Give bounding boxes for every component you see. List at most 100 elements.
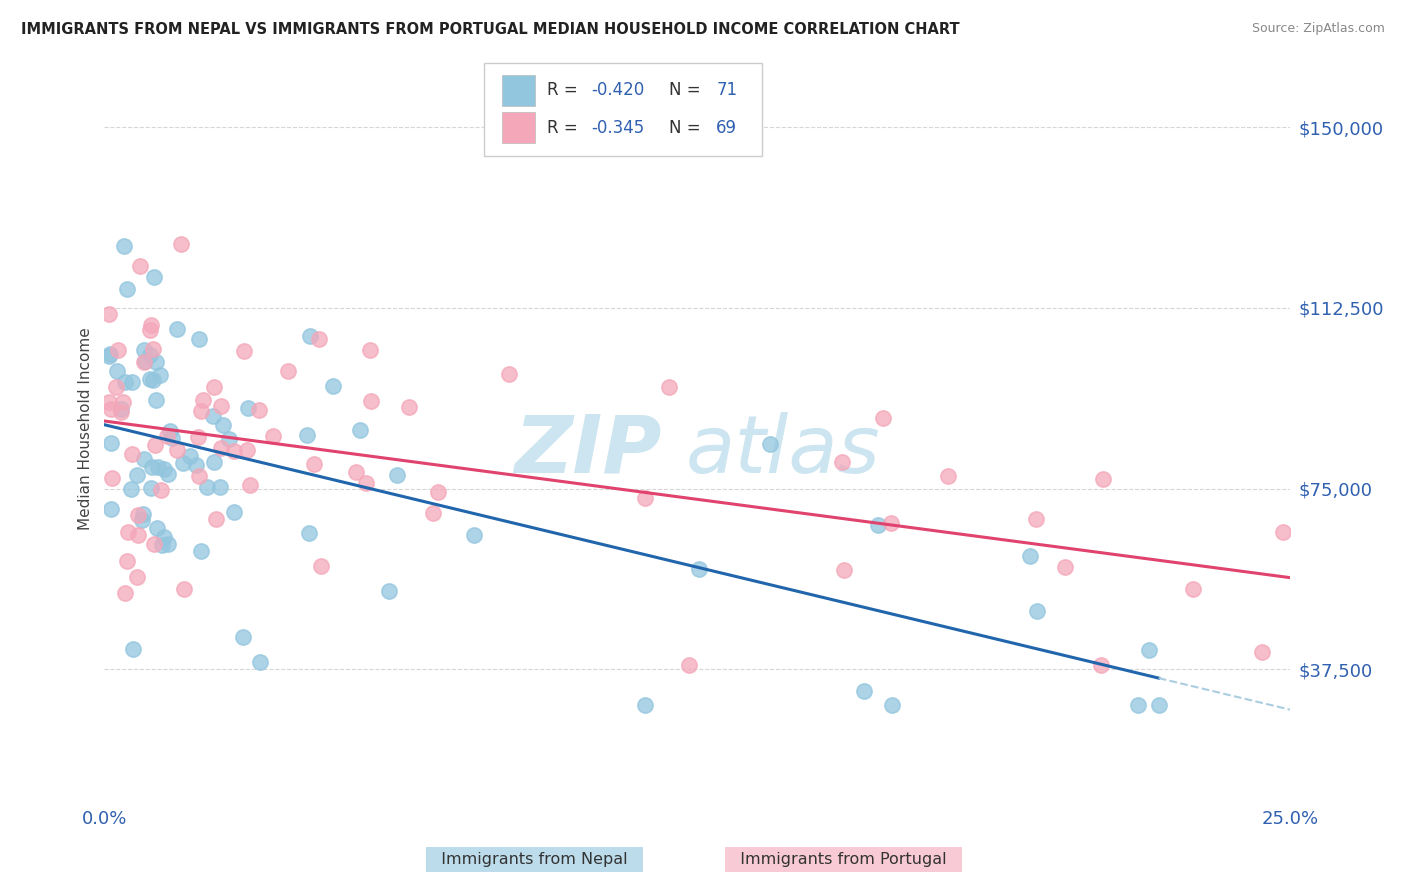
Point bbox=[349, 423, 371, 437]
Point bbox=[149, 368, 172, 382]
Point bbox=[239, 478, 262, 492]
Point bbox=[166, 443, 188, 458]
Point bbox=[759, 437, 782, 451]
Point bbox=[127, 508, 149, 523]
Point bbox=[880, 516, 903, 530]
FancyBboxPatch shape bbox=[502, 75, 534, 106]
Point bbox=[463, 528, 485, 542]
Point bbox=[127, 528, 149, 542]
Point bbox=[143, 537, 166, 551]
Point bbox=[148, 460, 170, 475]
Point bbox=[236, 401, 259, 416]
Point bbox=[156, 429, 179, 443]
Point bbox=[1018, 549, 1040, 563]
Text: -0.345: -0.345 bbox=[592, 119, 645, 136]
Point bbox=[114, 585, 136, 599]
Point bbox=[191, 393, 214, 408]
Point bbox=[112, 239, 135, 253]
Point bbox=[111, 394, 134, 409]
Point bbox=[172, 456, 194, 470]
Point bbox=[173, 582, 195, 597]
Text: R =: R = bbox=[547, 81, 582, 99]
Point bbox=[1181, 582, 1204, 596]
Point bbox=[218, 433, 240, 447]
Point bbox=[202, 455, 225, 469]
Point bbox=[360, 393, 382, 408]
Point bbox=[187, 332, 209, 346]
Point bbox=[205, 511, 228, 525]
Point bbox=[232, 344, 254, 359]
FancyBboxPatch shape bbox=[502, 112, 534, 144]
Point bbox=[322, 379, 344, 393]
Point bbox=[195, 480, 218, 494]
Point bbox=[658, 380, 681, 394]
Point bbox=[98, 395, 121, 409]
Point bbox=[141, 482, 163, 496]
Point bbox=[166, 322, 188, 336]
Point bbox=[162, 431, 184, 445]
Point bbox=[98, 347, 121, 361]
Point bbox=[212, 418, 235, 433]
Point bbox=[378, 584, 401, 599]
Point bbox=[190, 404, 212, 418]
Point bbox=[634, 698, 657, 713]
Point bbox=[121, 447, 143, 461]
Point bbox=[142, 269, 165, 284]
Text: Immigrants from Portugal: Immigrants from Portugal bbox=[730, 852, 957, 867]
Point bbox=[170, 237, 193, 252]
Point bbox=[100, 402, 122, 417]
Point bbox=[132, 508, 155, 522]
Point bbox=[105, 364, 128, 378]
Point bbox=[156, 537, 179, 551]
Point bbox=[1147, 698, 1170, 713]
Point bbox=[141, 342, 163, 356]
Point bbox=[263, 428, 285, 442]
Point bbox=[1090, 658, 1112, 673]
Point bbox=[427, 485, 450, 500]
Point bbox=[139, 348, 162, 362]
Point bbox=[385, 468, 408, 483]
Text: R =: R = bbox=[547, 119, 582, 136]
Point bbox=[834, 563, 856, 577]
Text: 69: 69 bbox=[716, 119, 737, 136]
Point bbox=[98, 349, 121, 363]
Point bbox=[201, 409, 224, 423]
Point bbox=[139, 324, 162, 338]
Point bbox=[1289, 632, 1312, 646]
Point bbox=[100, 501, 122, 516]
Point bbox=[222, 505, 245, 519]
Point bbox=[110, 401, 132, 416]
Point bbox=[295, 428, 318, 442]
Text: N =: N = bbox=[669, 119, 706, 136]
Point bbox=[187, 430, 209, 444]
Point bbox=[128, 259, 150, 273]
Point bbox=[159, 424, 181, 438]
Text: Immigrants from Nepal: Immigrants from Nepal bbox=[430, 852, 638, 867]
Point bbox=[1251, 645, 1274, 659]
Point bbox=[115, 282, 138, 296]
Point bbox=[236, 443, 259, 458]
Point bbox=[936, 469, 959, 483]
Point bbox=[498, 367, 520, 381]
Point bbox=[232, 630, 254, 644]
Point bbox=[179, 449, 201, 463]
Point bbox=[359, 343, 381, 358]
Point bbox=[1026, 603, 1049, 617]
Point bbox=[831, 454, 853, 468]
Point bbox=[309, 559, 332, 574]
Text: IMMIGRANTS FROM NEPAL VS IMMIGRANTS FROM PORTUGAL MEDIAN HOUSEHOLD INCOME CORREL: IMMIGRANTS FROM NEPAL VS IMMIGRANTS FROM… bbox=[21, 22, 960, 37]
Point bbox=[143, 438, 166, 452]
Point bbox=[145, 393, 167, 408]
Point bbox=[187, 468, 209, 483]
Point bbox=[142, 373, 165, 387]
Point bbox=[121, 376, 143, 390]
Point bbox=[125, 467, 148, 482]
Point bbox=[208, 480, 231, 494]
Point bbox=[117, 524, 139, 539]
Point bbox=[1126, 698, 1149, 713]
Text: N =: N = bbox=[669, 81, 706, 99]
Point bbox=[134, 343, 156, 357]
Point bbox=[354, 475, 377, 490]
Point bbox=[853, 684, 876, 698]
Point bbox=[150, 537, 173, 551]
